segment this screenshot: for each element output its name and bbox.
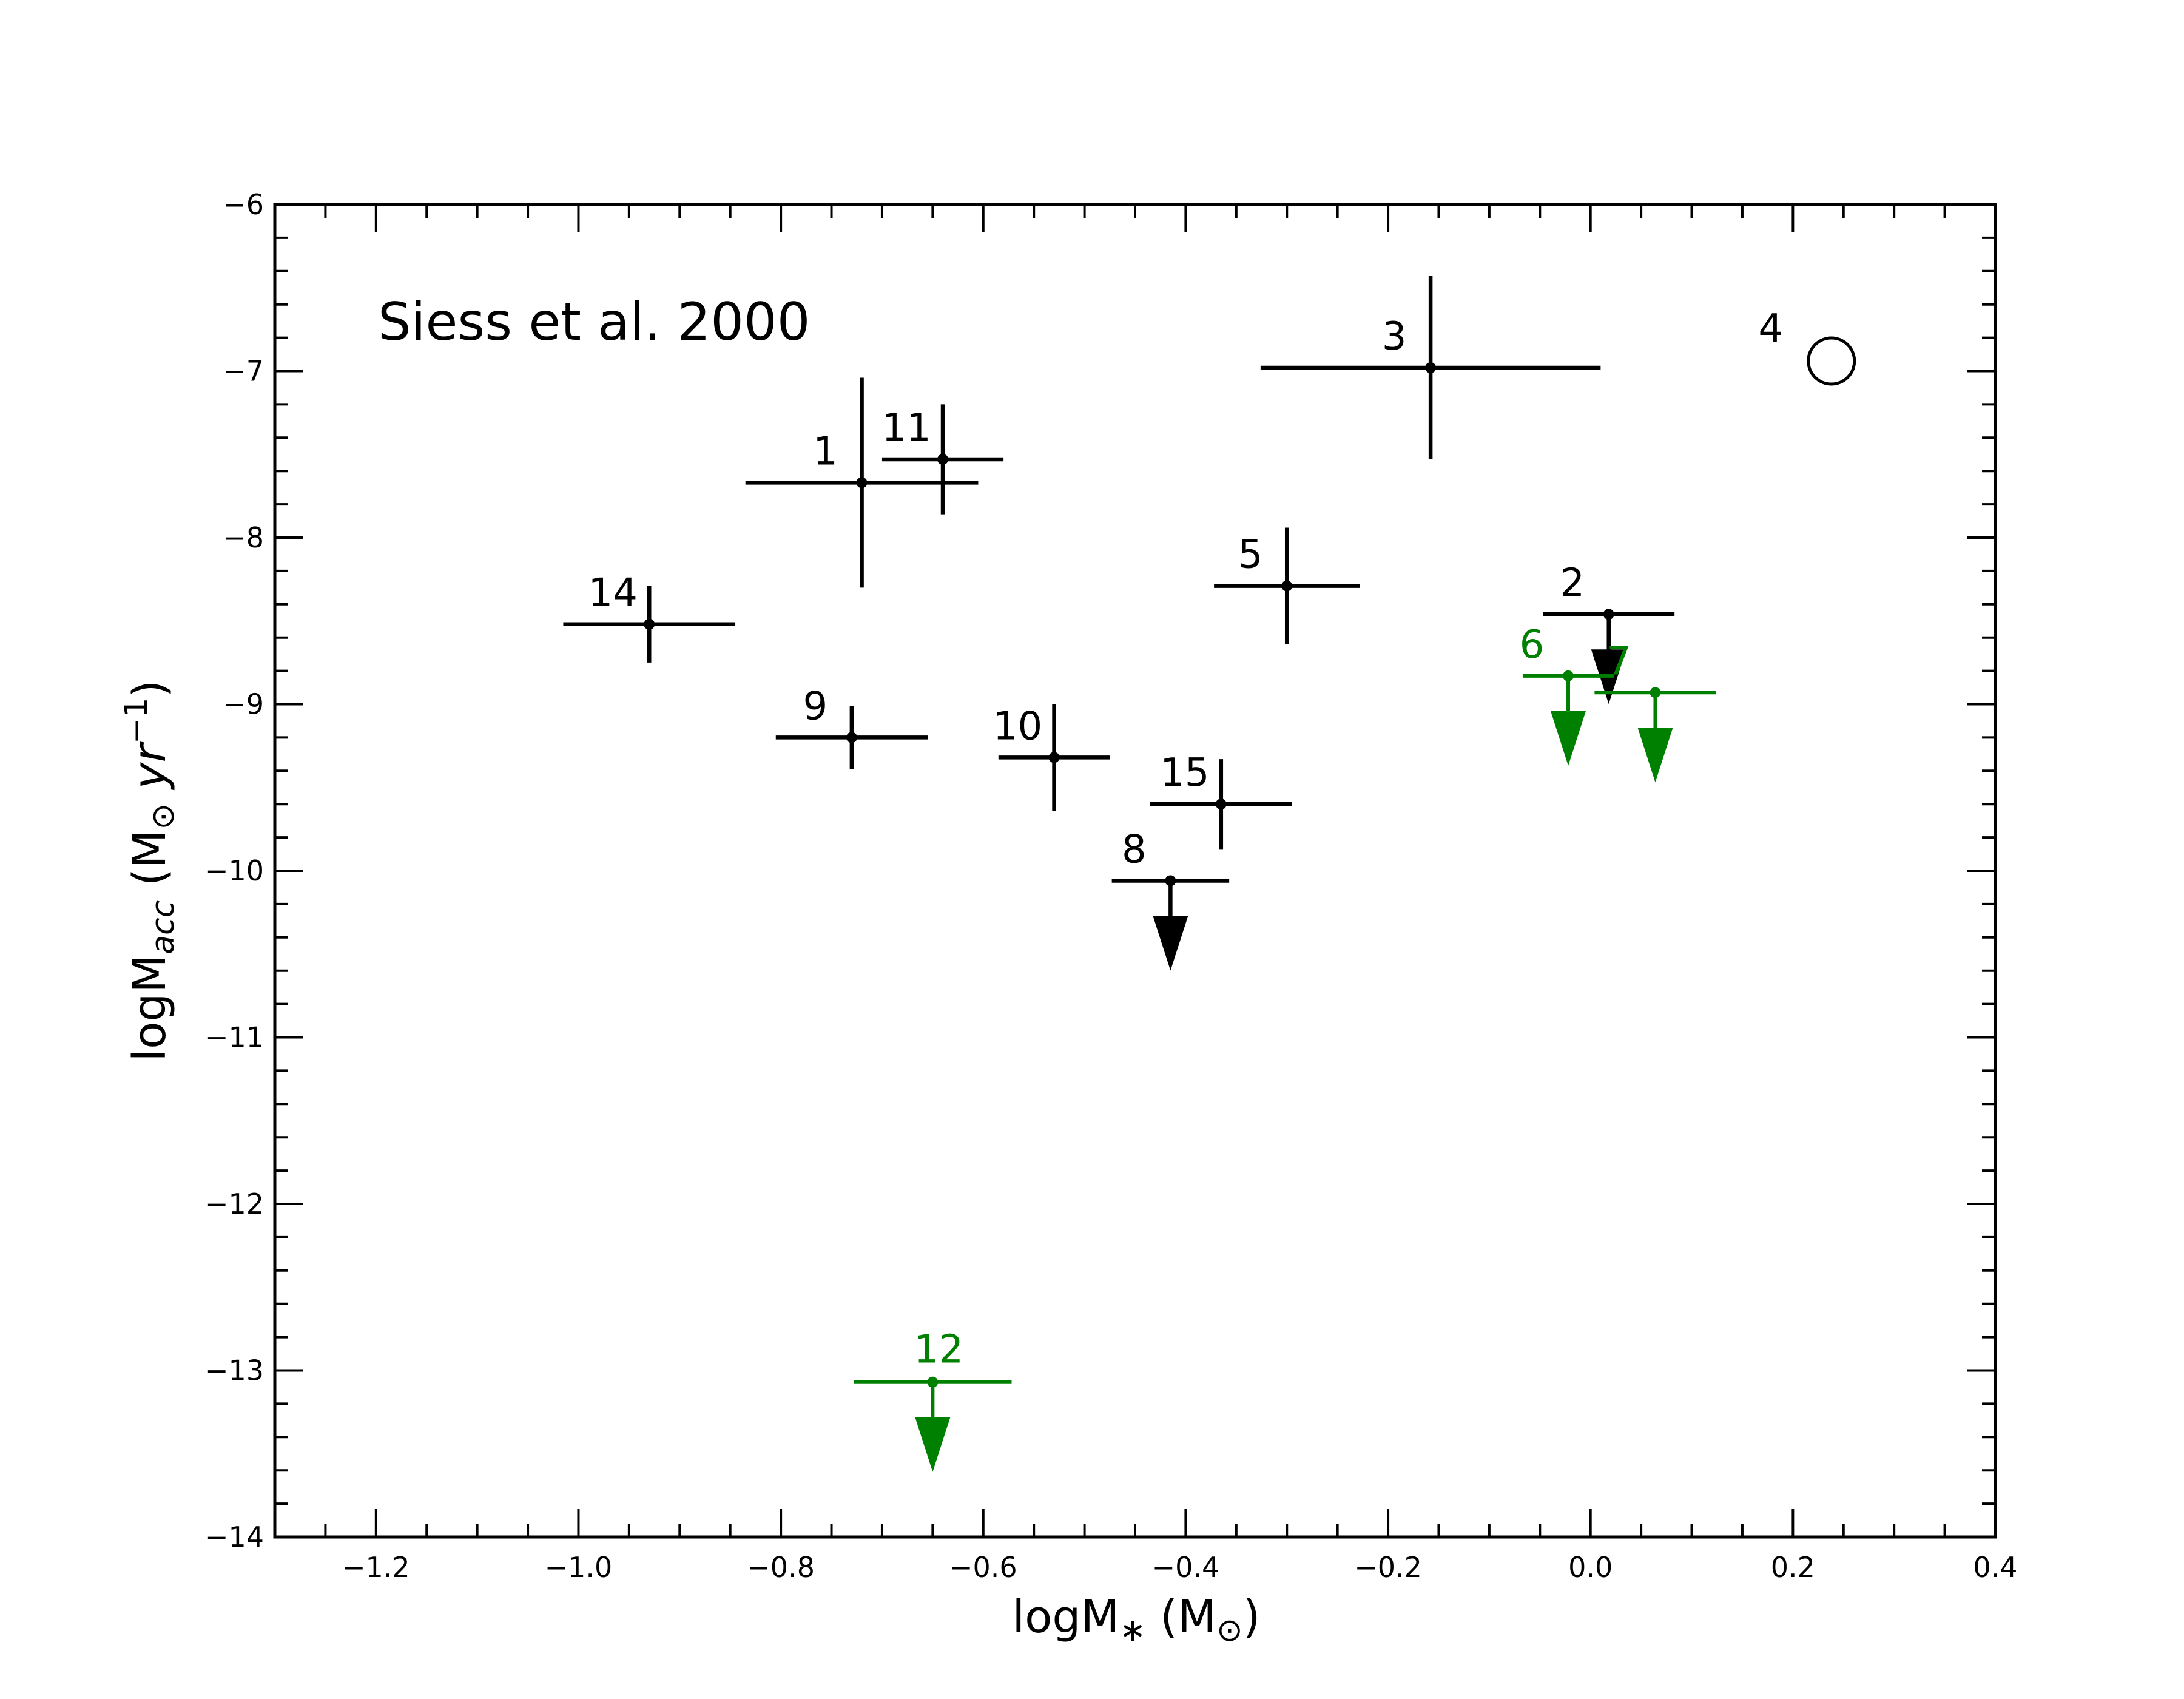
x-label-unit-close: ) xyxy=(1243,1591,1261,1643)
upper-limit-arrow xyxy=(915,1417,951,1472)
point-label: 3 xyxy=(1382,314,1407,359)
point-label: 12 xyxy=(914,1328,963,1373)
y-tick-label: −13 xyxy=(205,1354,264,1387)
point-marker xyxy=(1563,670,1574,681)
y-tick-label: −10 xyxy=(205,854,264,887)
y-tick-label: −7 xyxy=(223,355,264,388)
y-label-unit-close: ) xyxy=(124,680,176,698)
y-label-unit-subscript: ⊙ xyxy=(145,803,181,830)
x-tick-label: −0.6 xyxy=(949,1551,1017,1584)
point-marker xyxy=(927,1376,939,1388)
x-tick-label: 0.2 xyxy=(1771,1551,1815,1584)
data-point-12: 12 xyxy=(854,1328,1012,1472)
x-label-unit-open: (M xyxy=(1146,1591,1216,1643)
y-tick-labels: −6 −7 −8 −9 −10 −11 −12 −13 −14 xyxy=(205,188,264,1553)
plot-area: −1.2 −1.0 −0.8 −0.6 −0.4 −0.2 0.0 0.2 0.4 −6 −7 −8… xyxy=(205,188,2018,1584)
upper-limit-arrow xyxy=(1153,916,1188,971)
point-marker xyxy=(1603,609,1614,620)
point-label: 1 xyxy=(813,429,838,474)
point-label: 2 xyxy=(1560,561,1585,606)
y-label-unit-mid: yr xyxy=(124,741,176,803)
data-point-5: 5 xyxy=(1214,527,1360,644)
data-point-7: 7 xyxy=(1594,639,1716,783)
point-marker xyxy=(1215,799,1227,810)
point-marker xyxy=(846,732,857,743)
y-tick-label: −14 xyxy=(205,1521,264,1553)
data-point-11: 11 xyxy=(881,404,1004,515)
y-tick-label: −12 xyxy=(205,1187,264,1220)
y-tick-label: −11 xyxy=(205,1021,264,1054)
data-point-8: 8 xyxy=(1111,827,1230,971)
data-point-3: 3 xyxy=(1260,276,1601,459)
x-tick-label: 0.4 xyxy=(1973,1551,2017,1584)
x-label-base: logM xyxy=(1013,1591,1120,1643)
data-point-4: 4 xyxy=(1758,306,1856,386)
point-label: 5 xyxy=(1238,533,1263,578)
point-label: 7 xyxy=(1606,639,1631,684)
y-tick-label: −6 xyxy=(223,188,264,221)
x-axis-label: logM∗ (M⊙) xyxy=(1013,1591,1261,1649)
data-point-15: 15 xyxy=(1150,751,1292,850)
upper-limit-arrow xyxy=(1551,711,1586,766)
x-tick-label: 0.0 xyxy=(1568,1551,1613,1584)
x-tick-label: −0.8 xyxy=(747,1551,815,1584)
point-label: 14 xyxy=(588,571,638,616)
data-point-14: 14 xyxy=(563,571,736,663)
x-tick-label: −0.2 xyxy=(1354,1551,1422,1584)
point-marker xyxy=(1165,875,1176,887)
point-marker xyxy=(644,618,655,630)
point-marker xyxy=(856,477,868,488)
point-marker xyxy=(1650,687,1661,698)
point-marker xyxy=(1048,752,1060,763)
point-label: 9 xyxy=(803,684,828,729)
y-tick-label: −9 xyxy=(223,688,264,721)
x-tick-labels: −1.2 −1.0 −0.8 −0.6 −0.4 −0.2 0.0 0.2 0.4 xyxy=(342,1551,2018,1584)
x-tick-label: −1.2 xyxy=(342,1551,410,1584)
chart-annotation: Siess et al. 2000 xyxy=(378,292,810,353)
point-label: 10 xyxy=(993,704,1042,749)
open-marker xyxy=(1807,336,1856,386)
data-point-1: 1 xyxy=(745,377,979,588)
point-marker xyxy=(1281,580,1293,592)
x-tick-label: −1.0 xyxy=(545,1551,613,1584)
data-point-9: 9 xyxy=(775,684,928,769)
y-tick-label: −8 xyxy=(223,521,264,554)
point-label: 6 xyxy=(1520,623,1545,667)
axis-ticks xyxy=(274,203,1997,1538)
y-label-unit-open: (M xyxy=(124,829,176,900)
data-point-6: 6 xyxy=(1520,623,1614,766)
y-axis-label: logMacc (M⊙ yr−1) xyxy=(118,680,181,1062)
y-label-base: logM xyxy=(124,954,176,1062)
y-label-unit-superscript: −1 xyxy=(118,697,155,744)
x-tick-label: −0.4 xyxy=(1152,1551,1220,1584)
point-label: 15 xyxy=(1160,751,1209,795)
x-label-unit-subscript: ⊙ xyxy=(1216,1612,1243,1649)
upper-limit-arrow xyxy=(1637,728,1673,783)
x-label-subscript: ∗ xyxy=(1119,1612,1146,1649)
data-point-10: 10 xyxy=(993,704,1110,811)
y-label-subscript: acc xyxy=(145,900,181,954)
point-marker xyxy=(937,453,949,465)
point-marker xyxy=(1425,362,1437,374)
point-label: 4 xyxy=(1758,306,1783,351)
point-label: 11 xyxy=(881,406,931,451)
point-label: 8 xyxy=(1122,827,1147,872)
